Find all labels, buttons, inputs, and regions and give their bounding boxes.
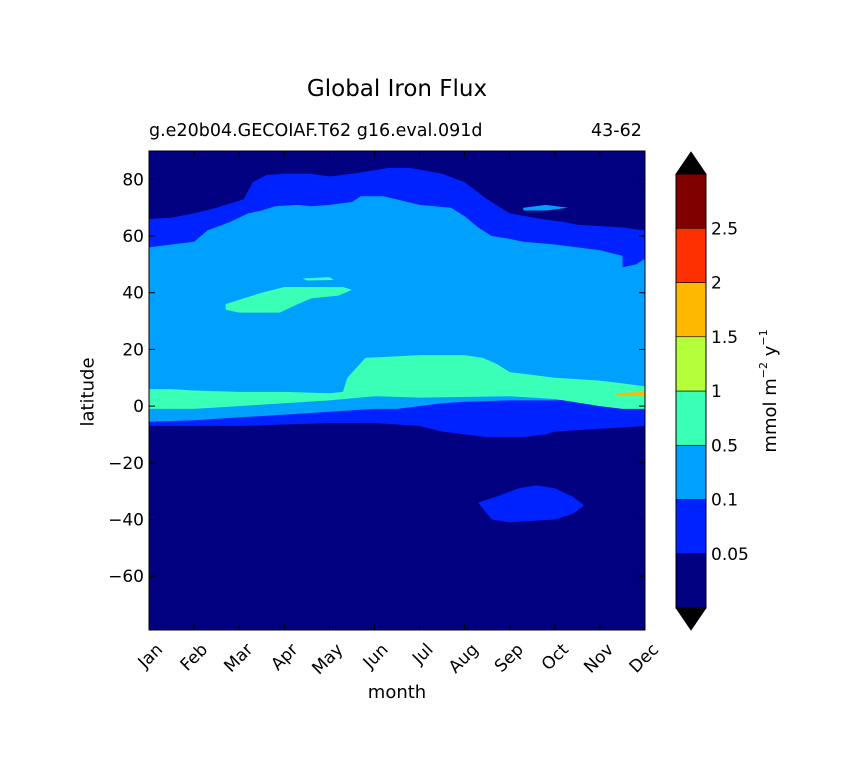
colorbar-segment <box>675 444 707 500</box>
y-tick-label: 80 <box>122 170 144 190</box>
colorbar-segment <box>675 227 707 283</box>
x-tick-label: Sep <box>491 640 528 677</box>
y-axis: 80 60 40 20 0 −20 −40 −60 <box>108 170 645 587</box>
x-axis-label: month <box>367 682 427 703</box>
y-tick-label: 0 <box>133 397 144 417</box>
y-tick-label: −60 <box>108 567 144 587</box>
x-tick-label: Oct <box>538 640 573 675</box>
x-tick-label: Jan <box>134 640 167 673</box>
colorbar-segment <box>675 282 707 338</box>
colorbar-tick-label: 2.5 <box>711 219 738 239</box>
colorbar-frame <box>675 173 707 609</box>
x-tick-label: Aug <box>445 640 483 678</box>
colorbar-segment <box>675 553 707 609</box>
contour-region-main-0.1-band <box>149 196 645 422</box>
x-tick-label: Nov <box>580 640 618 678</box>
x-tick-label: Mar <box>220 640 257 677</box>
x-tick-label: Apr <box>267 640 302 675</box>
chart-subtitle-run: g.e20b04.GECOIAF.T62 g16.eval.091d <box>149 121 483 141</box>
colorbar-tick-label: 0.1 <box>711 491 738 511</box>
colorbar-segment <box>675 390 707 446</box>
colorbar-segment <box>675 499 707 555</box>
x-tick-label: Dec <box>626 640 663 677</box>
contour-region-left-edge-0.1-patch <box>149 260 181 270</box>
colorbar-tick-label: 0.5 <box>711 436 738 456</box>
y-tick-label: 60 <box>122 227 144 247</box>
plot-frame <box>148 150 646 631</box>
colorbar-segment <box>675 336 707 392</box>
y-tick-label: −40 <box>108 510 144 530</box>
x-tick-label: Feb <box>177 640 212 675</box>
y-tick-label: 40 <box>122 284 144 304</box>
chart-title: Global Iron Flux <box>306 76 488 102</box>
colorbar-tick-label: 1.5 <box>711 328 738 348</box>
colorbar-segment <box>675 173 707 229</box>
colorbar-tick-label: 0.05 <box>711 545 749 565</box>
contour-region-mid-lat-0.5-patch <box>225 287 352 313</box>
plot-area <box>149 151 645 630</box>
colorbar-tick-label: 1 <box>711 382 722 402</box>
contour-region-north-0.1-patch <box>523 204 569 211</box>
chart-subtitle-years: 43-62 <box>591 121 642 141</box>
contour-region-tropical-1.5-sliver <box>613 391 645 397</box>
x-tick-label: May <box>308 640 347 679</box>
contour-region-tropical-0.5-band <box>149 355 645 409</box>
x-tick-label: Jul <box>408 640 437 669</box>
colorbar-extend-under-arrow <box>675 607 707 631</box>
x-tick-label: Jun <box>359 640 393 674</box>
contour-region-southern-0.05-patch <box>478 485 585 523</box>
colorbar: 0.05 0.1 0.5 1 1.5 2 2.5 <box>675 151 749 631</box>
colorbar-extend-over-arrow <box>675 151 707 175</box>
contour-region-mid-lat-0.5-sliver <box>302 277 334 281</box>
y-tick-label: −20 <box>108 454 144 474</box>
colorbar-tick-label: 2 <box>711 274 722 294</box>
y-tick-label: 20 <box>122 340 144 360</box>
